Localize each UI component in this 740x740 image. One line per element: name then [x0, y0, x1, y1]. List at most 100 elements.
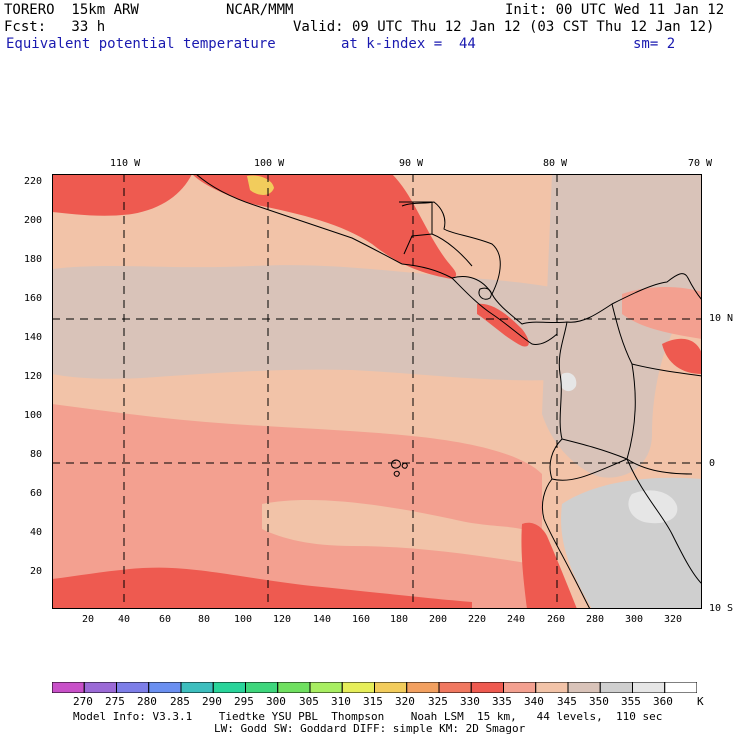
- init-time: Init: 00 UTC Wed 11 Jan 12: [505, 2, 725, 18]
- coast-mexico: [195, 174, 403, 265]
- lon-label-100w: 100 W: [254, 158, 285, 169]
- field-red-nw: [52, 174, 192, 216]
- coast-central-america: [401, 263, 558, 345]
- valid-time: Valid: 09 UTC Thu 12 Jan 12 (03 CST Thu …: [293, 19, 715, 35]
- cb-label: 290: [202, 695, 222, 708]
- field-title: Equivalent potential temperature: [6, 36, 276, 52]
- y-tick: 60: [30, 488, 43, 499]
- cb-label: 310: [331, 695, 351, 708]
- lat-label-eq: 0: [709, 458, 716, 469]
- cb-label: 320: [395, 695, 415, 708]
- coastlines: [195, 174, 702, 609]
- colorbar-swatch: [503, 682, 537, 693]
- field-red-mexico: [192, 174, 457, 279]
- colorbar-swatch: [180, 682, 214, 693]
- x-tick: 220: [468, 614, 487, 625]
- border-honduras: [431, 233, 473, 267]
- colorbar-swatch: [599, 682, 633, 693]
- x-tick: 260: [547, 614, 566, 625]
- border-colombia-brazil: [626, 363, 636, 460]
- border-colombia-ecuador: [561, 438, 628, 460]
- field-red-peru: [521, 522, 577, 609]
- x-tick: 160: [352, 614, 371, 625]
- cb-label: 315: [363, 695, 383, 708]
- colorbar-swatch: [632, 682, 666, 693]
- x-tick: 80: [198, 614, 211, 625]
- lon-label-70w: 70 W: [688, 158, 713, 169]
- colorbar-swatch: [212, 682, 246, 693]
- lon-label-90w: 90 W: [399, 158, 424, 169]
- graticule: [52, 174, 702, 609]
- cb-label: 330: [460, 695, 480, 708]
- x-tick: 20: [82, 614, 95, 625]
- y-tick: 100: [24, 410, 43, 421]
- colorbar: [52, 682, 697, 693]
- field-red-costarica: [477, 303, 529, 347]
- x-tick: 300: [625, 614, 644, 625]
- model-info-line-2: LW: Godd SW: Goddard DIFF: simple KM: 2D…: [214, 722, 526, 735]
- x-tick: 120: [273, 614, 292, 625]
- border-ecuador-peru: [551, 458, 693, 481]
- field-grey-band-north: [52, 265, 572, 381]
- coast-south-america-pacific: [541, 321, 591, 609]
- y-tick: 140: [24, 332, 43, 343]
- lat-label-10n: 10 N: [709, 313, 734, 324]
- y-tick: 180: [24, 254, 43, 265]
- cb-label: 275: [105, 695, 125, 708]
- field-salmon-venez: [622, 287, 702, 339]
- lat-label-10s: 10 S: [709, 603, 734, 614]
- field-light-patch-2: [560, 372, 577, 392]
- colorbar-swatch: [535, 682, 569, 693]
- galapagos-isla: [391, 459, 401, 469]
- field-light-patch: [628, 490, 678, 524]
- cb-label: 335: [492, 695, 512, 708]
- smooth-label: sm= 2: [633, 36, 676, 52]
- x-tick: 100: [234, 614, 253, 625]
- y-tick: 40: [30, 527, 43, 538]
- cb-label: 270: [73, 695, 93, 708]
- cb-label: 305: [299, 695, 319, 708]
- x-tick: 200: [429, 614, 448, 625]
- y-tick: 20: [30, 566, 43, 577]
- x-tick: 60: [159, 614, 172, 625]
- colorbar-swatch: [470, 682, 504, 693]
- lon-label-80w: 80 W: [543, 158, 568, 169]
- colorbar-swatch: [116, 682, 150, 693]
- colorbar-swatch: [341, 682, 375, 693]
- x-tick: 240: [507, 614, 526, 625]
- coast-caribbean: [401, 201, 568, 325]
- x-tick: 180: [390, 614, 409, 625]
- model-info-line-1: Model Info: V3.3.1 Tiedtke YSU PBL Thomp…: [73, 710, 663, 723]
- x-tick: 140: [313, 614, 332, 625]
- galapagos-isla-2: [401, 462, 408, 469]
- colorbar-swatch: [664, 682, 697, 693]
- x-tick: 320: [664, 614, 683, 625]
- galapagos-isla-3: [393, 470, 400, 477]
- colorbar-swatch: [438, 682, 472, 693]
- cb-label: 280: [137, 695, 157, 708]
- forecast-hour: Fcst: 33 h: [4, 19, 106, 35]
- colorbar-swatch: [277, 682, 311, 693]
- lake-nicaragua: [478, 287, 492, 300]
- cb-label: 345: [557, 695, 577, 708]
- cb-label: 285: [170, 695, 190, 708]
- colorbar-swatch: [406, 682, 440, 693]
- y-tick: 80: [30, 449, 43, 460]
- y-tick: 200: [24, 215, 43, 226]
- x-tick: 40: [118, 614, 131, 625]
- colorbar-swatch: [567, 682, 601, 693]
- center-name: NCAR/MMM: [226, 2, 294, 18]
- level-label: at k-index = 44: [341, 36, 476, 52]
- coast-colombia-north: [566, 273, 702, 323]
- field-red-colombia: [662, 338, 702, 374]
- field-yellow-peak: [247, 175, 274, 195]
- field-peach-swirl: [262, 499, 532, 564]
- y-tick: 160: [24, 293, 43, 304]
- model-name: TORERO 15km ARW: [4, 2, 139, 18]
- cb-label: 295: [234, 695, 254, 708]
- cb-label: 300: [266, 695, 286, 708]
- colorbar-swatch: [374, 682, 408, 693]
- cb-label: 355: [621, 695, 641, 708]
- y-tick: 120: [24, 371, 43, 382]
- theta-e-map: [52, 174, 702, 609]
